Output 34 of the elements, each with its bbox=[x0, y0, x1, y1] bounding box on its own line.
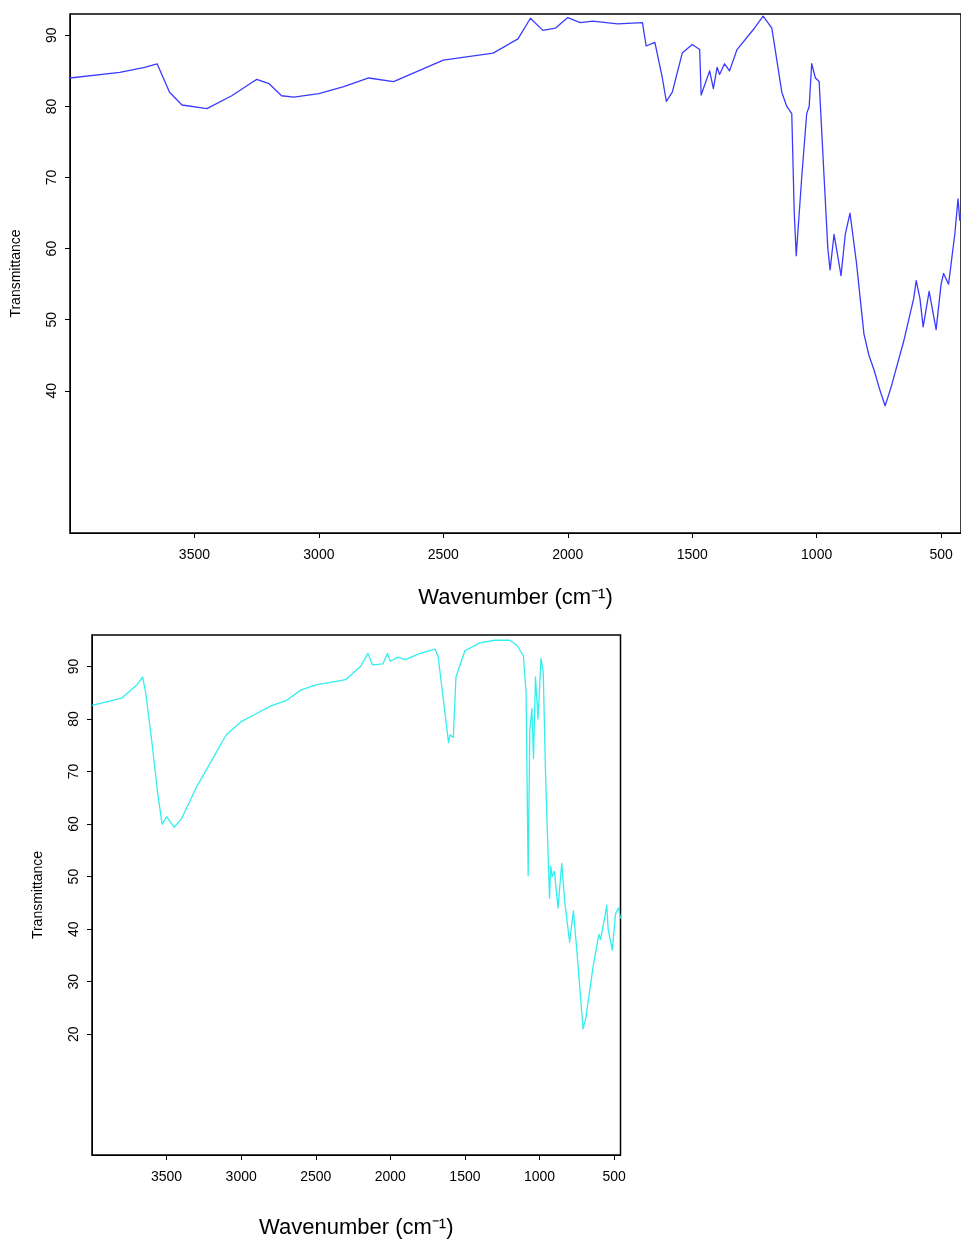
x-tick-label: 2000 bbox=[374, 1168, 407, 1184]
x-tick-label: 2500 bbox=[427, 546, 460, 562]
x-tick-label: 500 bbox=[602, 1168, 626, 1184]
y-tick-label: 40 bbox=[43, 382, 59, 399]
x-tick-label: 3500 bbox=[151, 1168, 183, 1184]
y-tick-label: 90 bbox=[43, 27, 59, 44]
y-tick-label: 30 bbox=[65, 973, 81, 990]
y-tick-label: 60 bbox=[65, 816, 81, 832]
y-tick-label: 20 bbox=[65, 1026, 81, 1042]
x-tick-label: 500 bbox=[929, 546, 953, 562]
x-tick-label: 3500 bbox=[178, 546, 211, 562]
y-tick-label: 70 bbox=[65, 763, 81, 780]
y-tick-label: 60 bbox=[43, 240, 59, 257]
x-tick-label: 3000 bbox=[225, 1168, 257, 1184]
x-tick-label: 1500 bbox=[676, 546, 708, 562]
x-tick-label: 1000 bbox=[523, 1168, 556, 1184]
line-series bbox=[69, 15, 961, 407]
y-axis-title: Transmittance bbox=[7, 229, 23, 318]
x-tick-label: 2000 bbox=[552, 546, 584, 562]
y-tick-label: 90 bbox=[65, 658, 81, 675]
x-axis-title: Wavenumber (cm⁻¹) bbox=[259, 1213, 454, 1239]
x-axis-title: Wavenumber (cm⁻¹) bbox=[418, 583, 613, 609]
y-tick-label: 40 bbox=[65, 921, 81, 937]
y-tick-label: 50 bbox=[43, 311, 59, 328]
x-tick-label: 3000 bbox=[303, 546, 335, 562]
y-tick-label: 80 bbox=[43, 98, 59, 115]
y-tick-label: 50 bbox=[65, 868, 81, 885]
x-tick-label: 1500 bbox=[449, 1168, 481, 1184]
line-series bbox=[91, 639, 622, 1030]
y-tick-label: 70 bbox=[43, 169, 59, 186]
x-tick-label: 2500 bbox=[300, 1168, 332, 1184]
y-tick-label: 80 bbox=[65, 711, 81, 727]
y-axis-title: Transmittance bbox=[29, 850, 45, 940]
x-tick-label: 1000 bbox=[801, 546, 833, 562]
